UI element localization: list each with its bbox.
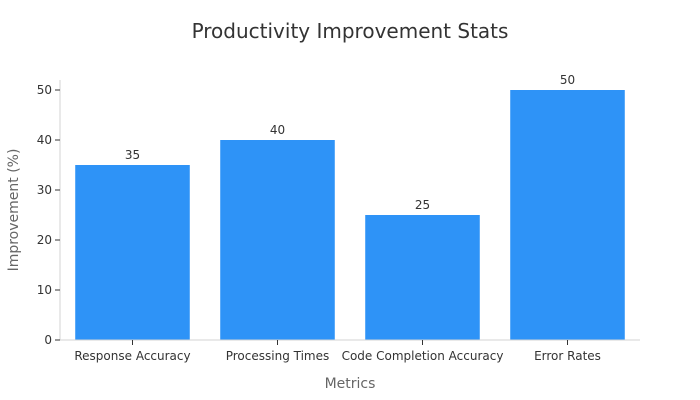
y-tick-label: 20 bbox=[37, 233, 52, 247]
x-axis: Response Accuracy Processing Times Code Co… bbox=[60, 339, 640, 363]
x-axis-title: Metrics bbox=[325, 376, 376, 392]
bar-value-label: 25 bbox=[415, 198, 430, 212]
bar-value-label: 35 bbox=[125, 148, 140, 162]
bar bbox=[365, 215, 480, 340]
y-tick-label: 30 bbox=[37, 183, 52, 197]
data-labels-group: 35 40 25 50 bbox=[125, 73, 575, 212]
bar bbox=[75, 165, 190, 340]
y-tick-label: 10 bbox=[37, 283, 52, 297]
y-tick-label: 40 bbox=[37, 133, 52, 147]
bars-group bbox=[75, 90, 625, 340]
bar bbox=[510, 90, 625, 340]
y-axis: 0 10 20 30 40 50 bbox=[37, 80, 61, 347]
bar-value-label: 40 bbox=[270, 123, 285, 137]
bar-value-label: 50 bbox=[560, 73, 575, 87]
x-tick-label: Response Accuracy bbox=[74, 349, 190, 363]
x-tick-label: Processing Times bbox=[226, 349, 330, 363]
bar bbox=[220, 140, 335, 340]
y-tick-label: 0 bbox=[44, 333, 52, 347]
x-tick-label: Error Rates bbox=[534, 349, 601, 363]
chart-title: Productivity Improvement Stats bbox=[191, 19, 509, 43]
y-axis-title: Improvement (%) bbox=[6, 149, 22, 272]
x-tick-label: Code Completion Accuracy bbox=[342, 349, 504, 363]
y-tick-label: 50 bbox=[37, 83, 52, 97]
